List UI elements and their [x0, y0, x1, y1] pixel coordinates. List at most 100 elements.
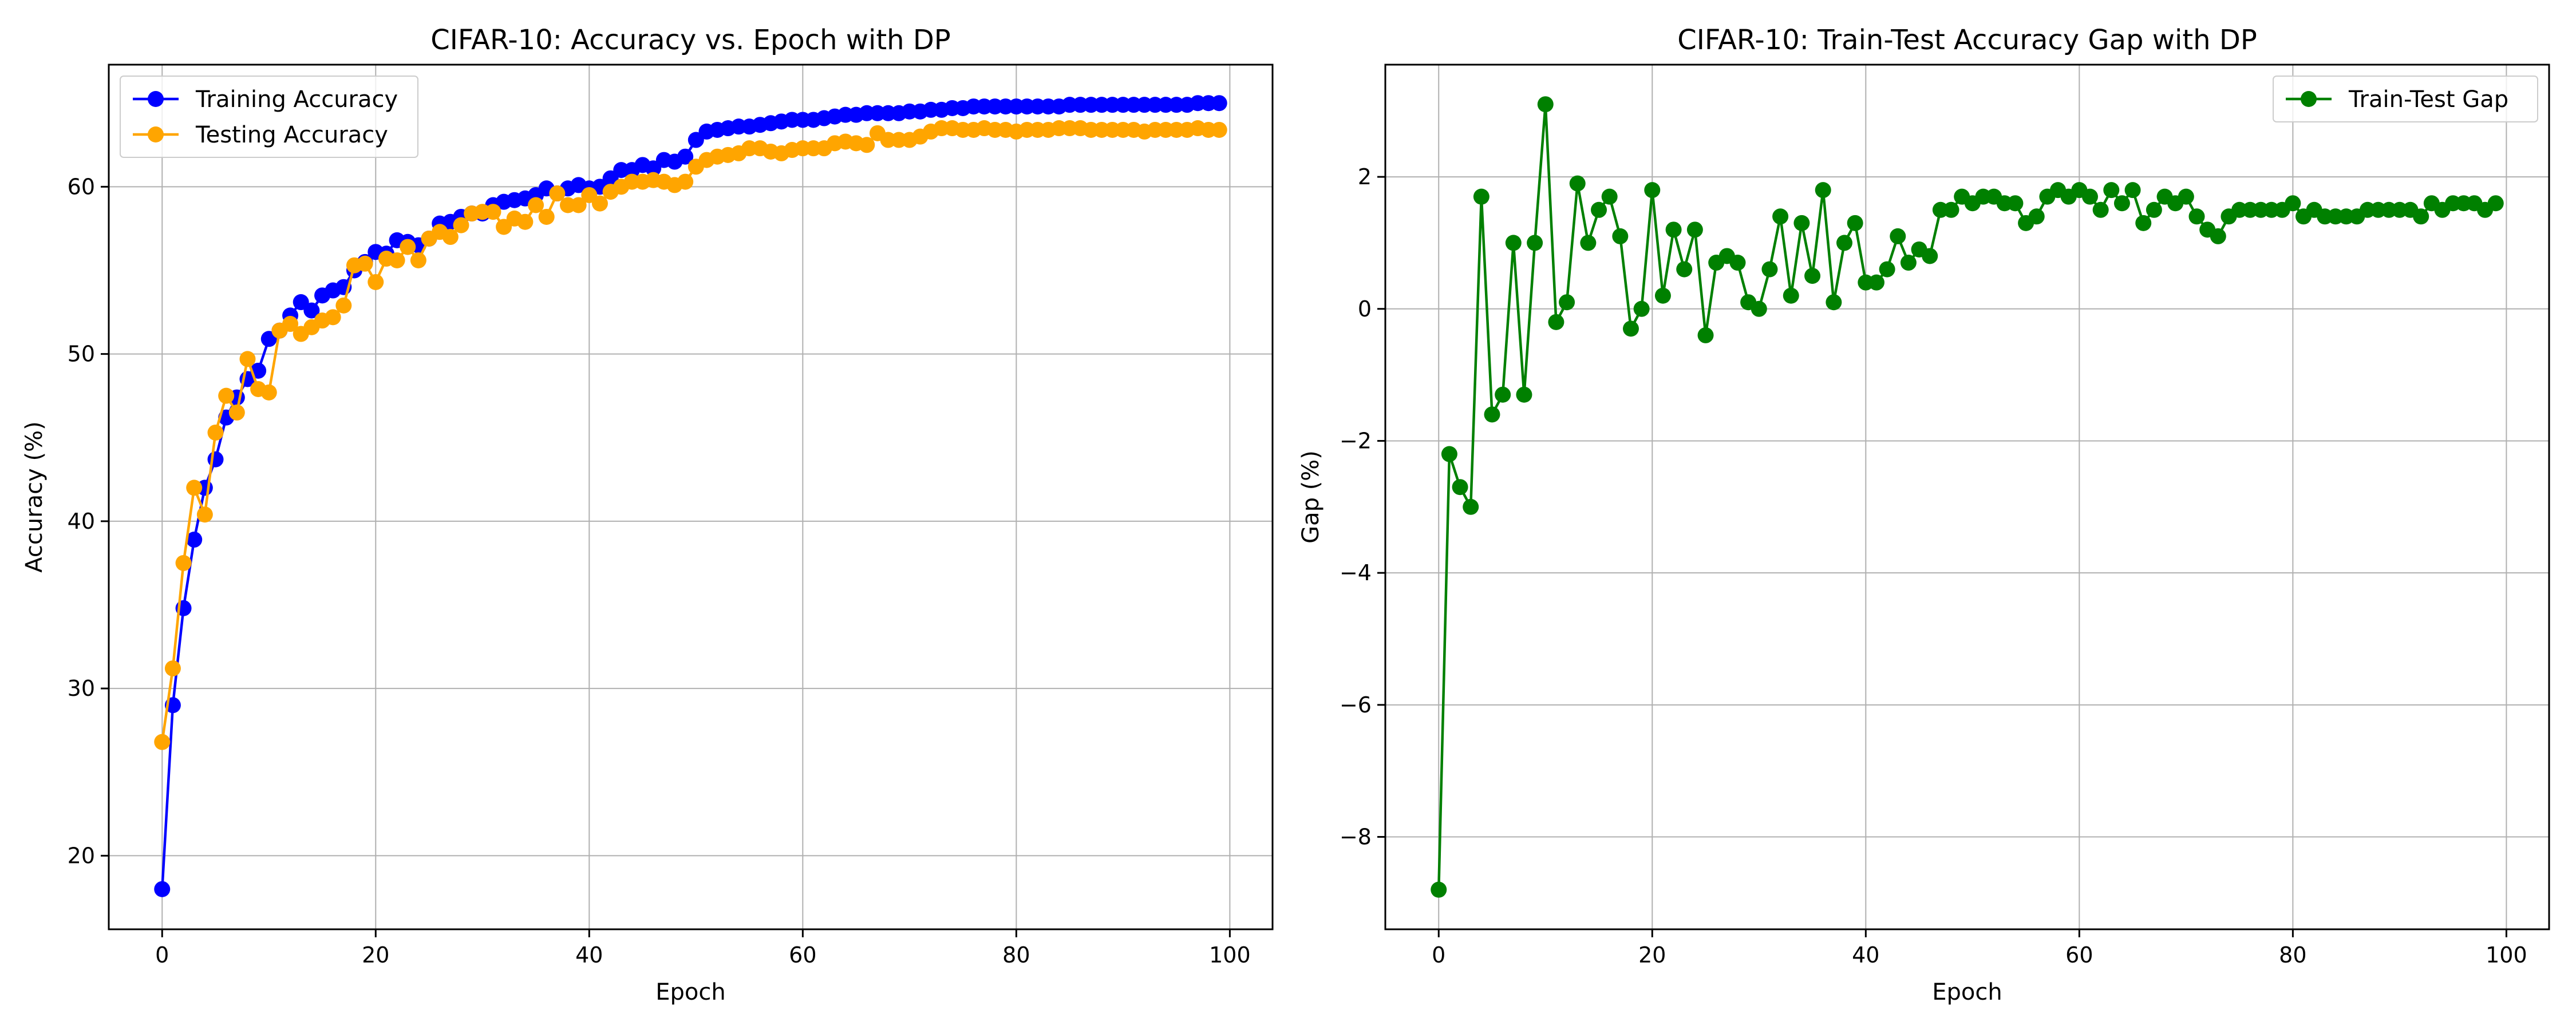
data-point-training-accuracy — [154, 881, 171, 897]
data-point-testing-accuracy — [859, 137, 875, 153]
data-point-train-test-gap — [1900, 255, 1917, 271]
data-point-train-test-gap — [2028, 208, 2045, 225]
gap-chart: 0 20 40 60 80 100 −8 −6 −4 −2 0 2 CIFAR-10: Train-T… — [1298, 24, 2550, 1005]
data-point-train-test-gap — [1729, 255, 1746, 271]
data-point-train-test-gap — [2487, 195, 2504, 212]
data-point-testing-accuracy — [154, 734, 171, 750]
x-tick-label: 100 — [1209, 942, 1251, 968]
y-tick-label: 0 — [1358, 296, 1372, 322]
data-point-train-test-gap — [1793, 215, 1810, 231]
data-point-train-test-gap — [1484, 406, 1500, 423]
data-point-testing-accuracy — [677, 173, 694, 190]
accuracy-chart-legend: Training Accuracy Testing Accuracy — [120, 76, 418, 158]
data-point-testing-accuracy — [485, 204, 501, 220]
data-point-train-test-gap — [1505, 235, 1522, 251]
data-point-train-test-gap — [2081, 188, 2098, 205]
legend-label-testing-accuracy: Testing Accuracy — [195, 122, 388, 148]
x-tick-label: 40 — [575, 942, 603, 968]
data-point-train-test-gap — [1473, 188, 1490, 205]
y-tick-label: −4 — [1340, 560, 1372, 585]
y-tick-label: 60 — [68, 174, 95, 199]
data-point-testing-accuracy — [591, 195, 608, 212]
data-point-testing-accuracy — [239, 351, 256, 367]
gap-chart-title: CIFAR-10: Train-Test Accuracy Gap with D… — [1677, 24, 2257, 56]
data-point-testing-accuracy — [186, 480, 203, 496]
data-point-train-test-gap — [1868, 274, 1884, 291]
data-point-testing-accuracy — [570, 197, 587, 213]
gap-chart-y-axis-label: Gap (%) — [1298, 450, 1324, 544]
data-point-train-test-gap — [1804, 268, 1821, 284]
accuracy-chart-y-axis-label: Accuracy (%) — [21, 421, 48, 573]
data-point-testing-accuracy — [357, 255, 373, 272]
data-point-train-test-gap — [1569, 175, 1586, 192]
y-tick-label: 40 — [68, 509, 95, 534]
legend-marker-training-accuracy — [148, 91, 164, 107]
data-point-train-test-gap — [1622, 320, 1639, 337]
x-tick-label: 80 — [2279, 942, 2306, 968]
x-tick-label: 100 — [2486, 942, 2527, 968]
data-point-train-test-gap — [2113, 195, 2130, 212]
data-point-train-test-gap — [1559, 294, 1575, 311]
data-point-train-test-gap — [1495, 386, 1511, 403]
data-point-testing-accuracy — [538, 208, 555, 225]
data-point-train-test-gap — [1431, 881, 1447, 898]
x-tick-label: 60 — [2065, 942, 2093, 968]
legend-label-train-test-gap: Train-Test Gap — [2348, 86, 2508, 113]
accuracy-chart-x-axis-label: Epoch — [655, 979, 725, 1005]
gap-chart-ticks: 0 20 40 60 80 100 −8 −6 −4 −2 0 2 — [1340, 164, 2527, 968]
x-tick-label: 20 — [1638, 942, 1666, 968]
legend-entry-training-accuracy: Training Accuracy — [133, 86, 398, 113]
data-point-train-test-gap — [1441, 446, 1457, 462]
data-point-train-test-gap — [1580, 235, 1597, 251]
data-point-train-test-gap — [1633, 300, 1650, 317]
data-point-train-test-gap — [1826, 294, 1842, 311]
data-point-train-test-gap — [1943, 201, 1959, 218]
gap-chart-legend-box — [2273, 76, 2538, 122]
data-point-train-test-gap — [2178, 188, 2194, 205]
data-point-train-test-gap — [1890, 228, 1906, 244]
data-point-testing-accuracy — [517, 213, 534, 230]
data-point-train-test-gap — [1697, 327, 1714, 343]
data-point-testing-accuracy — [207, 424, 224, 441]
data-point-train-test-gap — [1815, 182, 1831, 199]
gap-chart-plot-frame — [1384, 64, 2550, 930]
data-point-testing-accuracy — [453, 217, 469, 233]
data-point-train-test-gap — [2188, 208, 2205, 225]
data-point-testing-accuracy — [389, 252, 405, 268]
data-point-train-test-gap — [1879, 261, 1895, 278]
data-point-testing-accuracy — [196, 506, 213, 523]
gap-chart-series — [1431, 96, 2504, 898]
data-point-train-test-gap — [2210, 228, 2226, 244]
data-point-train-test-gap — [2092, 201, 2109, 218]
accuracy-chart-ticks: 0 20 40 60 80 100 20 30 40 50 60 — [68, 174, 1251, 968]
data-point-testing-accuracy — [228, 404, 245, 421]
legend-marker-testing-accuracy — [148, 126, 164, 142]
data-point-training-accuracy — [207, 451, 224, 468]
data-point-testing-accuracy — [260, 384, 277, 401]
data-point-testing-accuracy — [368, 274, 384, 290]
data-point-train-test-gap — [1591, 201, 1607, 218]
x-tick-label: 0 — [1432, 942, 1445, 968]
data-point-testing-accuracy — [335, 297, 352, 314]
gap-chart-x-axis-label: Epoch — [1932, 979, 2002, 1005]
data-point-train-test-gap — [2007, 195, 2024, 212]
data-point-train-test-gap — [1537, 96, 1554, 113]
data-point-testing-accuracy — [442, 229, 459, 245]
y-tick-label: 50 — [68, 342, 95, 367]
data-point-train-test-gap — [1836, 235, 1853, 251]
y-tick-label: 2 — [1358, 164, 1372, 189]
x-tick-label: 0 — [155, 942, 169, 968]
data-point-testing-accuracy — [400, 239, 416, 255]
data-point-train-test-gap — [1463, 498, 1479, 515]
data-point-train-test-gap — [2285, 195, 2301, 212]
y-tick-label: −2 — [1340, 428, 1372, 453]
y-tick-label: −6 — [1340, 692, 1372, 718]
data-point-train-test-gap — [1751, 300, 1767, 317]
accuracy-chart: 0 20 40 60 80 100 20 30 40 50 60 CIFAR-10: Accurac… — [21, 24, 1274, 1005]
accuracy-chart-legend-box — [120, 76, 418, 158]
data-point-testing-accuracy — [282, 316, 299, 332]
accuracy-chart-plot-frame — [108, 64, 1274, 930]
legend-marker-train-test-gap — [2301, 91, 2317, 107]
